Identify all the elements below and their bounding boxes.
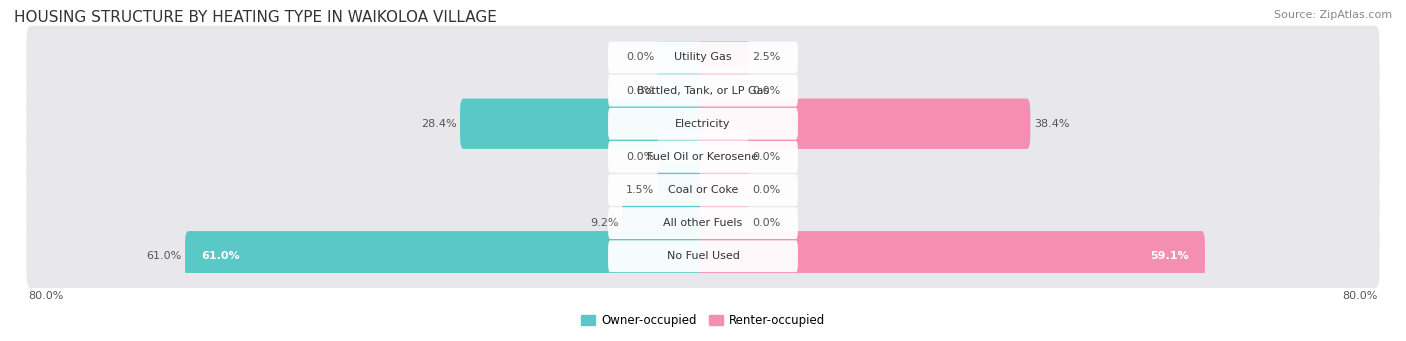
Text: 0.0%: 0.0% <box>626 86 654 95</box>
Text: 59.1%: 59.1% <box>1150 251 1189 261</box>
FancyBboxPatch shape <box>700 231 1205 281</box>
FancyBboxPatch shape <box>27 158 1379 222</box>
FancyBboxPatch shape <box>621 198 706 248</box>
Text: 0.0%: 0.0% <box>752 218 780 228</box>
Text: 61.0%: 61.0% <box>201 251 239 261</box>
FancyBboxPatch shape <box>658 65 706 116</box>
FancyBboxPatch shape <box>27 59 1379 122</box>
Text: No Fuel Used: No Fuel Used <box>666 251 740 261</box>
Text: 0.0%: 0.0% <box>752 152 780 162</box>
FancyBboxPatch shape <box>27 191 1379 255</box>
Text: Bottled, Tank, or LP Gas: Bottled, Tank, or LP Gas <box>637 86 769 95</box>
FancyBboxPatch shape <box>609 240 799 272</box>
FancyBboxPatch shape <box>700 165 748 215</box>
Text: Fuel Oil or Kerosene: Fuel Oil or Kerosene <box>647 152 759 162</box>
Text: Source: ZipAtlas.com: Source: ZipAtlas.com <box>1274 10 1392 20</box>
FancyBboxPatch shape <box>609 141 799 173</box>
FancyBboxPatch shape <box>27 26 1379 89</box>
Text: 80.0%: 80.0% <box>1343 291 1378 301</box>
Text: 0.0%: 0.0% <box>626 152 654 162</box>
Text: 0.0%: 0.0% <box>752 86 780 95</box>
FancyBboxPatch shape <box>609 42 799 73</box>
FancyBboxPatch shape <box>27 92 1379 155</box>
Text: Coal or Coke: Coal or Coke <box>668 185 738 195</box>
FancyBboxPatch shape <box>700 132 748 182</box>
Text: 80.0%: 80.0% <box>28 291 63 301</box>
Text: 38.4%: 38.4% <box>1033 119 1069 129</box>
Text: 2.5%: 2.5% <box>752 53 780 62</box>
Text: Electricity: Electricity <box>675 119 731 129</box>
Text: 28.4%: 28.4% <box>420 119 457 129</box>
FancyBboxPatch shape <box>609 108 799 139</box>
Text: 0.0%: 0.0% <box>752 185 780 195</box>
Text: All other Fuels: All other Fuels <box>664 218 742 228</box>
FancyBboxPatch shape <box>658 165 706 215</box>
FancyBboxPatch shape <box>460 99 706 149</box>
FancyBboxPatch shape <box>658 32 706 83</box>
FancyBboxPatch shape <box>27 224 1379 288</box>
Text: 61.0%: 61.0% <box>146 251 181 261</box>
FancyBboxPatch shape <box>700 198 748 248</box>
Text: Utility Gas: Utility Gas <box>675 53 731 62</box>
FancyBboxPatch shape <box>700 65 748 116</box>
FancyBboxPatch shape <box>609 75 799 106</box>
Text: HOUSING STRUCTURE BY HEATING TYPE IN WAIKOLOA VILLAGE: HOUSING STRUCTURE BY HEATING TYPE IN WAI… <box>14 10 496 25</box>
Text: 9.2%: 9.2% <box>591 218 619 228</box>
FancyBboxPatch shape <box>700 99 1031 149</box>
FancyBboxPatch shape <box>186 231 706 281</box>
Text: 0.0%: 0.0% <box>626 53 654 62</box>
FancyBboxPatch shape <box>700 32 748 83</box>
Legend: Owner-occupied, Renter-occupied: Owner-occupied, Renter-occupied <box>576 309 830 332</box>
FancyBboxPatch shape <box>658 132 706 182</box>
FancyBboxPatch shape <box>609 174 799 206</box>
FancyBboxPatch shape <box>27 125 1379 189</box>
Text: 1.5%: 1.5% <box>626 185 654 195</box>
FancyBboxPatch shape <box>609 207 799 239</box>
